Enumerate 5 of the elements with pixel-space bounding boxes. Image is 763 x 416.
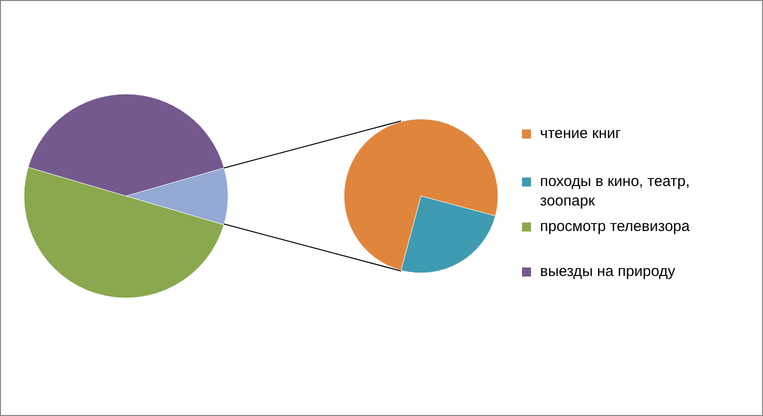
pie-slice bbox=[344, 118, 498, 271]
legend-label: выезды на природу bbox=[540, 263, 676, 280]
legend-label: просмотр телевизора bbox=[540, 218, 690, 235]
legend-label: чтение книг bbox=[540, 125, 622, 142]
legend-label: походы в кино, театр, зоопарк bbox=[540, 173, 690, 210]
